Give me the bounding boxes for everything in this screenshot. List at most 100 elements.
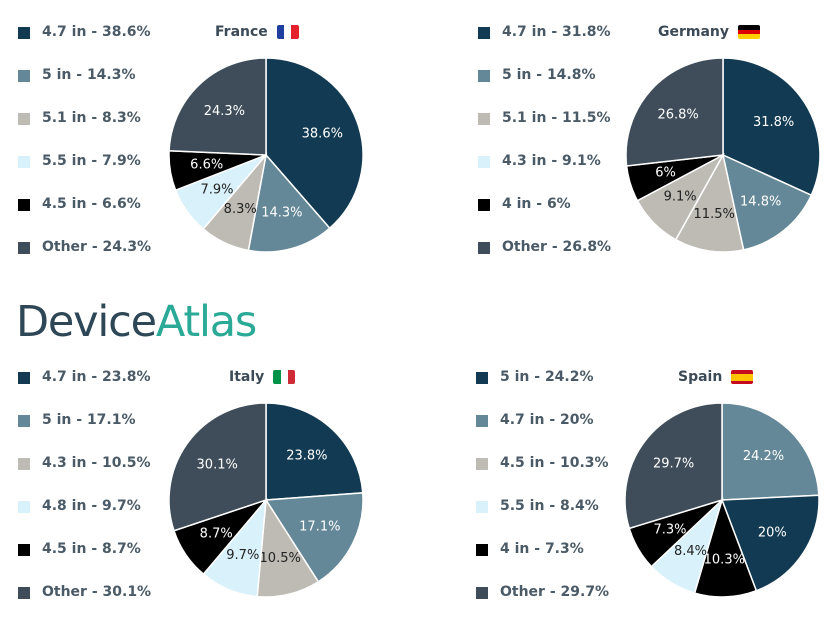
slice-data-label: 6.6% bbox=[190, 157, 223, 172]
spain-chart: 5 in - 24.2% 4.7 in - 20% 4.5 in - 10.3%… bbox=[458, 345, 834, 635]
germany-flag-icon bbox=[738, 25, 761, 39]
slice-data-label: 14.8% bbox=[740, 194, 781, 209]
pie-slice bbox=[722, 57, 821, 197]
legend-swatch bbox=[476, 372, 488, 384]
legend-label: 5.5 in - 7.9% bbox=[42, 153, 141, 169]
legend-label: Other - 26.8% bbox=[502, 239, 612, 255]
legend-item: 5.5 in - 8.4% bbox=[476, 498, 609, 541]
legend-swatch bbox=[478, 70, 490, 82]
spain-chart-title: Spain bbox=[678, 369, 754, 385]
legend-item: 4.7 in - 23.8% bbox=[18, 369, 151, 412]
legend-item: 4.8 in - 9.7% bbox=[18, 498, 151, 541]
legend-item: Other - 29.7% bbox=[476, 584, 609, 627]
legend-item: 4.5 in - 8.7% bbox=[18, 541, 151, 584]
legend-item: 4.3 in - 10.5% bbox=[18, 455, 151, 498]
legend-label: 5 in - 14.8% bbox=[502, 67, 596, 83]
legend-swatch bbox=[18, 70, 30, 82]
pie-slice bbox=[720, 494, 820, 592]
pie-slice bbox=[625, 57, 724, 167]
pie-slice bbox=[674, 152, 745, 253]
slice-data-label: 23.8% bbox=[286, 448, 327, 463]
pie-slice bbox=[264, 492, 364, 583]
legend-item: 4 in - 6% bbox=[478, 196, 611, 239]
legend-swatch bbox=[18, 113, 30, 125]
pie-slice bbox=[247, 153, 331, 253]
italy-flag-icon bbox=[273, 370, 296, 384]
legend-swatch bbox=[476, 501, 488, 513]
spain-pie: 24.2% 20% 10.3%8.4% 7.3% 29.7% bbox=[624, 402, 820, 598]
legend-label: 4.3 in - 9.1% bbox=[502, 153, 601, 169]
legend-swatch bbox=[18, 199, 30, 211]
slice-data-label: 20% bbox=[758, 526, 787, 541]
legend-item: 4.5 in - 6.6% bbox=[18, 196, 151, 239]
legend-swatch bbox=[18, 544, 30, 556]
pie-slice bbox=[721, 402, 820, 501]
legend-label: 4.5 in - 10.3% bbox=[500, 455, 609, 471]
legend-label: 4.5 in - 8.7% bbox=[42, 541, 141, 557]
legend-item: 4.3 in - 9.1% bbox=[478, 153, 611, 196]
legend-swatch bbox=[18, 458, 30, 470]
slice-data-label: 14.3% bbox=[261, 206, 302, 221]
legend-item: 5 in - 14.8% bbox=[478, 67, 611, 110]
legend-label: 5.5 in - 8.4% bbox=[500, 498, 599, 514]
slice-data-label: 8.7% bbox=[200, 526, 233, 541]
legend-label: 4.3 in - 10.5% bbox=[42, 455, 151, 471]
legend-item: 4.7 in - 20% bbox=[476, 412, 609, 455]
legend-label: 5 in - 14.3% bbox=[42, 67, 136, 83]
legend-label: Other - 29.7% bbox=[500, 584, 610, 600]
legend-item: 4.5 in - 10.3% bbox=[476, 455, 609, 498]
slice-data-label: 38.6% bbox=[302, 126, 343, 141]
legend-item: 5 in - 24.2% bbox=[476, 369, 609, 412]
france-legend: 4.7 in - 38.6% 5 in - 14.3% 5.1 in - 8.3… bbox=[18, 24, 151, 282]
legend-swatch bbox=[18, 156, 30, 168]
deviceatlas-logo: DeviceAtlas bbox=[16, 297, 257, 347]
france-flag-icon bbox=[276, 25, 299, 39]
logo-text-atlas: Atlas bbox=[155, 297, 257, 347]
slice-data-label: 7.9% bbox=[200, 182, 233, 197]
pie-slice bbox=[721, 153, 813, 251]
italy-pie: 23.8% 17.1% 10.5%9.7% 8.7% 30.1% bbox=[168, 402, 364, 598]
legend-label: 4 in - 7.3% bbox=[500, 541, 584, 557]
legend-swatch bbox=[478, 113, 490, 125]
legend-item: 5.1 in - 8.3% bbox=[18, 110, 151, 153]
pie-slice bbox=[168, 57, 267, 156]
slice-data-label: 29.7% bbox=[653, 457, 694, 472]
legend-item: 4.7 in - 31.8% bbox=[478, 24, 611, 67]
slice-data-label: 6% bbox=[655, 165, 676, 180]
legend-label: 5.1 in - 11.5% bbox=[502, 110, 611, 126]
logo-text-device: Device bbox=[16, 297, 157, 347]
legend-swatch bbox=[478, 242, 490, 254]
legend-swatch bbox=[476, 415, 488, 427]
legend-swatch bbox=[18, 501, 30, 513]
legend-label: Other - 24.3% bbox=[42, 239, 152, 255]
legend-item: 5 in - 14.3% bbox=[18, 67, 151, 110]
legend-label: 5.1 in - 8.3% bbox=[42, 110, 141, 126]
legend-swatch bbox=[18, 415, 30, 427]
slice-data-label: 24.2% bbox=[743, 449, 784, 464]
pie-slice bbox=[624, 402, 723, 530]
france-chart: 4.7 in - 38.6% 5 in - 14.3% 5.1 in - 8.3… bbox=[0, 0, 400, 290]
legend-label: 5 in - 24.2% bbox=[500, 369, 594, 385]
legend-swatch bbox=[476, 458, 488, 470]
legend-label: 4.7 in - 20% bbox=[500, 412, 594, 428]
legend-swatch bbox=[476, 587, 488, 599]
chart-title-text: Spain bbox=[678, 369, 723, 385]
legend-swatch bbox=[478, 156, 490, 168]
pie-slice bbox=[265, 402, 364, 501]
legend-item: 5.1 in - 11.5% bbox=[478, 110, 611, 153]
italy-chart: 4.7 in - 23.8% 5 in - 17.1% 4.3 in - 10.… bbox=[0, 345, 400, 635]
legend-swatch bbox=[18, 242, 30, 254]
legend-item: 4 in - 7.3% bbox=[476, 541, 609, 584]
legend-item: 5 in - 17.1% bbox=[18, 412, 151, 455]
legend-label: Other - 30.1% bbox=[42, 584, 152, 600]
legend-label: 4.7 in - 38.6% bbox=[42, 24, 151, 40]
germany-pie: 31.8% 14.8% 11.5% 9.1% 6% 26.8% bbox=[625, 57, 821, 253]
italy-chart-title: Italy bbox=[229, 369, 296, 385]
slice-data-label: 7.3% bbox=[653, 523, 686, 538]
france-chart-title: France bbox=[215, 24, 299, 40]
spain-legend: 5 in - 24.2% 4.7 in - 20% 4.5 in - 10.3%… bbox=[476, 369, 609, 627]
germany-chart: 4.7 in - 31.8% 5 in - 14.8% 5.1 in - 11.… bbox=[460, 0, 834, 290]
germany-legend: 4.7 in - 31.8% 5 in - 14.8% 5.1 in - 11.… bbox=[478, 24, 611, 282]
chart-title-text: Germany bbox=[658, 24, 730, 40]
legend-swatch bbox=[478, 27, 490, 39]
